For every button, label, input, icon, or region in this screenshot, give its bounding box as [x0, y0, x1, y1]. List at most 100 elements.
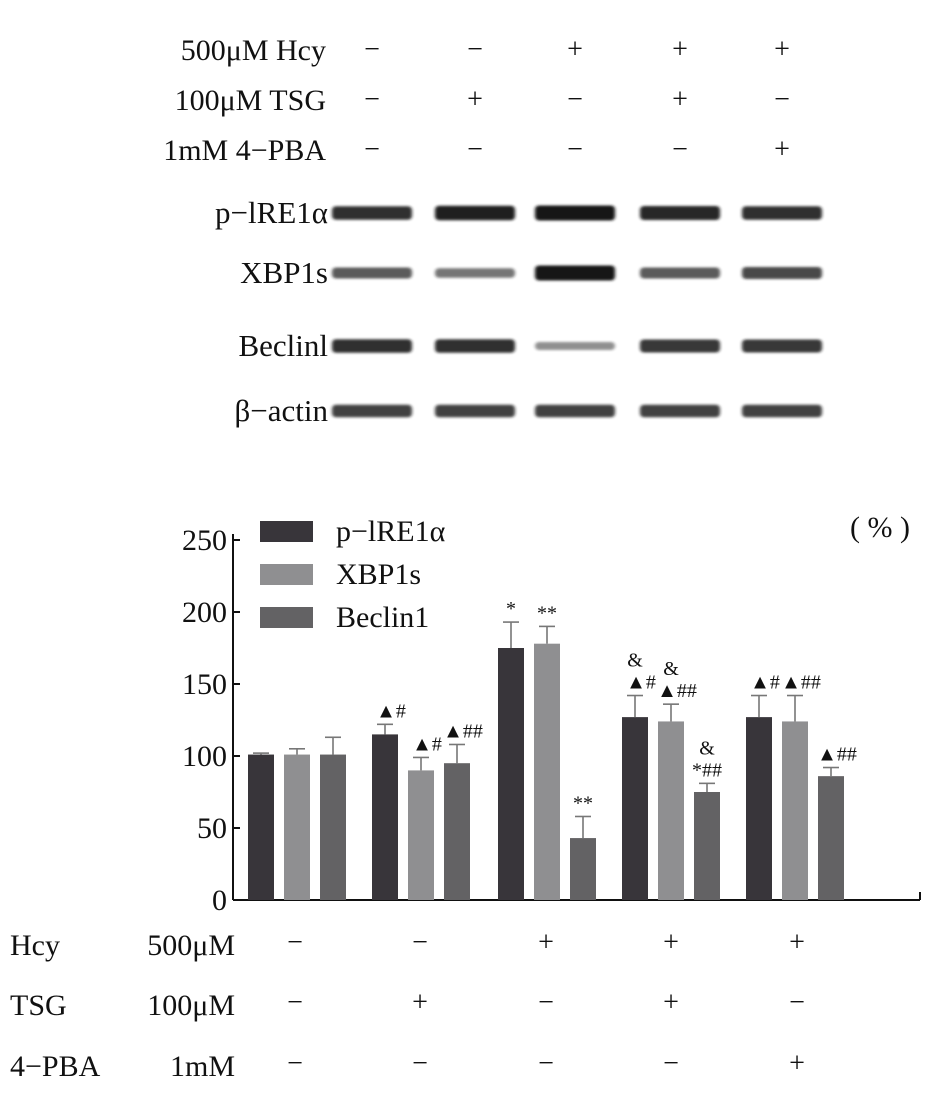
- condition-sign: +: [663, 927, 679, 958]
- blot-band: [435, 205, 515, 221]
- y-tick-label: 0: [212, 884, 227, 917]
- blot-sign: +: [672, 84, 688, 115]
- blot-band: [640, 267, 720, 279]
- blot-sign: −: [774, 84, 790, 115]
- significance-annotation: *: [506, 598, 516, 620]
- condition-sign: −: [538, 987, 554, 1018]
- y-tick-label: 200: [182, 596, 227, 629]
- bar: [372, 734, 398, 900]
- significance-annotation: ▲##: [781, 672, 821, 694]
- blot-band-label: p−lRE1α: [215, 195, 328, 230]
- blot-band: [742, 404, 822, 418]
- bar: [284, 754, 310, 900]
- condition-sign: −: [287, 927, 303, 958]
- bar: [622, 717, 648, 900]
- blot-sign: −: [467, 134, 483, 165]
- western-blot-panel: 500μM Hcy − − + + +100μM TSG − + − + − 1mM 4−PBA − − −…: [163, 34, 822, 428]
- bar: [444, 763, 470, 900]
- y-tick-label: 50: [197, 812, 227, 845]
- bar: [534, 643, 560, 900]
- blot-sign: +: [467, 84, 483, 115]
- unit-label: ( % ): [850, 511, 910, 544]
- condition-dose: 100μM: [147, 989, 235, 1022]
- y-tick-label: 150: [182, 668, 227, 701]
- bar: [408, 770, 434, 900]
- significance-annotation: **: [537, 602, 557, 624]
- blot-band: [435, 404, 515, 418]
- significance-annotation: *##: [692, 759, 722, 781]
- condition-sign: −: [412, 1048, 428, 1079]
- condition-sign: +: [789, 1048, 805, 1079]
- blot-band: [640, 404, 720, 418]
- blot-band: [535, 342, 615, 350]
- condition-sign: +: [663, 987, 679, 1018]
- blot-sign: +: [672, 34, 688, 65]
- bar: [818, 776, 844, 900]
- blot-band: [640, 339, 720, 353]
- significance-annotation: ▲#: [412, 733, 442, 755]
- condition-sign: −: [663, 1048, 679, 1079]
- significance-annotation: ▲#: [626, 672, 656, 694]
- legend-label: Beclin1: [336, 601, 429, 634]
- blot-band-label: XBP1s: [240, 255, 328, 290]
- blot-band: [332, 206, 412, 220]
- condition-label: 4−PBA: [10, 1050, 101, 1083]
- significance-annotation: &: [699, 737, 715, 759]
- blot-sign: −: [364, 34, 380, 65]
- significance-annotation: ▲##: [817, 744, 857, 766]
- legend-label: XBP1s: [336, 558, 421, 591]
- significance-annotation: ▲##: [443, 720, 483, 742]
- blot-condition-label: 100μM TSG: [175, 84, 326, 117]
- blot-band: [435, 268, 515, 278]
- blot-band: [742, 267, 822, 279]
- legend-swatch: [260, 521, 313, 542]
- significance-annotation: ▲##: [657, 680, 697, 702]
- significance-annotation: ▲#: [750, 672, 780, 694]
- blot-band: [742, 339, 822, 353]
- significance-annotation: ▲#: [376, 700, 406, 722]
- condition-sign: −: [538, 1048, 554, 1079]
- blot-condition-label: 1mM 4−PBA: [163, 134, 326, 167]
- condition-sign: −: [789, 987, 805, 1018]
- blot-sign: +: [774, 134, 790, 165]
- significance-annotation: &: [627, 650, 643, 672]
- condition-sign: +: [538, 927, 554, 958]
- y-tick-label: 250: [182, 524, 227, 557]
- condition-label: TSG: [10, 989, 67, 1022]
- blot-sign: −: [672, 134, 688, 165]
- condition-sign: −: [412, 927, 428, 958]
- bar: [498, 648, 524, 900]
- condition-dose: 1mM: [170, 1050, 235, 1083]
- blot-band: [332, 339, 412, 353]
- blot-band: [332, 404, 412, 418]
- condition-sign: +: [789, 927, 805, 958]
- blot-sign: −: [364, 84, 380, 115]
- bar: [658, 721, 684, 900]
- blot-sign: −: [364, 134, 380, 165]
- blot-sign: +: [567, 34, 583, 65]
- blot-band: [535, 265, 615, 281]
- blot-band-label: β−actin: [235, 393, 329, 428]
- blot-band: [640, 206, 720, 220]
- bar: [248, 754, 274, 900]
- blot-band: [535, 404, 615, 418]
- blot-sign: −: [467, 34, 483, 65]
- condition-label: Hcy: [10, 929, 60, 962]
- significance-annotation: &: [663, 658, 679, 680]
- legend-swatch: [260, 607, 313, 628]
- blot-band: [742, 206, 822, 220]
- legend-swatch: [260, 564, 313, 585]
- blot-band-label: Beclinl: [238, 328, 328, 363]
- condition-sign: +: [412, 987, 428, 1018]
- blot-sign: −: [567, 134, 583, 165]
- blot-band: [435, 339, 515, 353]
- bar: [320, 754, 346, 900]
- condition-dose: 500μM: [147, 929, 235, 962]
- bar: [782, 721, 808, 900]
- blot-sign: +: [774, 34, 790, 65]
- significance-annotation: **: [573, 792, 593, 814]
- legend-label: p−lRE1α: [336, 515, 446, 548]
- bar: [570, 838, 596, 900]
